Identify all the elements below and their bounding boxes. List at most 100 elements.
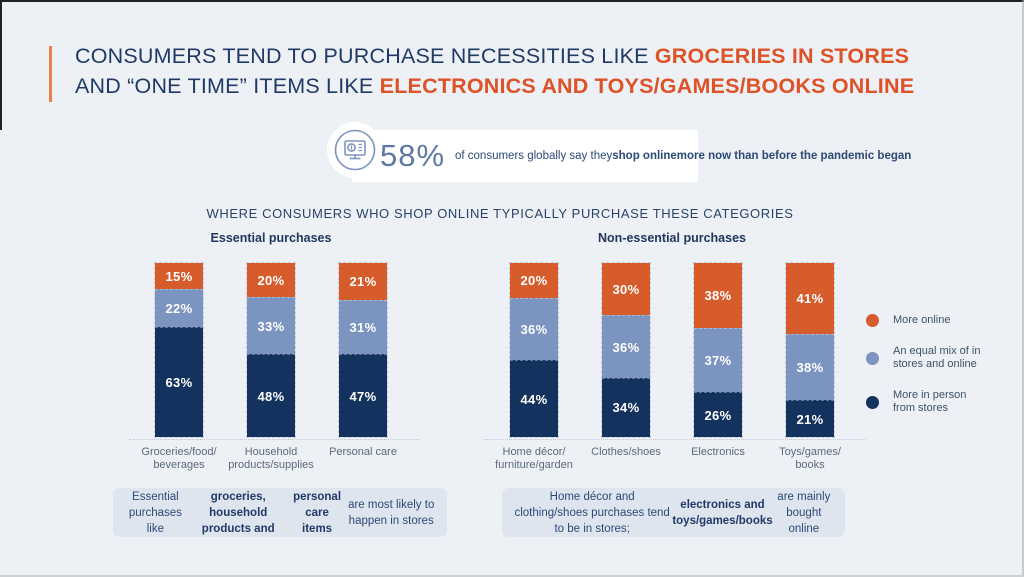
- caption-essential: Essential purchases like groceries, hous…: [113, 488, 447, 537]
- bars-row: 15% 22% 63% 20% 33% 48% 21% 31% 47%: [133, 262, 409, 438]
- chart-essential-purchases: Essential purchases 15% 22% 63% 20% 33% 48% 21…: [129, 231, 419, 472]
- stacked-bar-Household products/supplies: 20% 33% 48%: [246, 262, 296, 438]
- text-segment: more now than before the pandemic began: [676, 149, 912, 162]
- legend-label: An equal mix of in stores and online: [893, 344, 981, 371]
- bar-segment-in_person: 44%: [510, 360, 558, 437]
- text-segment: Essential purchases like: [128, 490, 182, 535]
- stacked-bar-Home décor/furniture/garden: 20% 36% 44%: [509, 262, 559, 438]
- screenshot-edge-left: [0, 0, 2, 130]
- segment-value-label: 63%: [165, 375, 193, 391]
- segment-value-label: 36%: [520, 322, 548, 338]
- bar-segment-more_online: 38%: [694, 263, 742, 329]
- category-label: Clothes/shoes: [591, 446, 661, 458]
- bar-column: 20% 36% 44%: [488, 262, 580, 438]
- segment-value-label: 34%: [612, 400, 640, 416]
- segment-value-label: 37%: [704, 353, 732, 369]
- category-label: Personal care: [329, 446, 397, 458]
- bar-column: 15% 22% 63%: [133, 262, 225, 438]
- segment-value-label: 47%: [349, 388, 377, 404]
- caption-nonessential: Home décor and clothing/shoes purchases …: [502, 488, 845, 537]
- online-shopping-monitor-icon: [327, 122, 383, 178]
- bar-segment-in_person: 21%: [786, 400, 834, 437]
- legend-label: More online: [893, 314, 951, 326]
- text-segment: of consumers globally say they: [455, 149, 613, 162]
- segment-value-label: 36%: [612, 339, 640, 355]
- text-segment: AND “ONE TIME” ITEMS LIKE: [75, 74, 380, 98]
- legend-item-in_person: More in person from stores: [866, 389, 980, 416]
- stat-callout-box: [352, 130, 698, 182]
- category-label: Home décor/furniture/garden: [495, 446, 573, 471]
- chart-baseline: [129, 439, 419, 440]
- text-segment: GROCERIES IN STORES: [654, 44, 910, 68]
- segment-value-label: 20%: [520, 272, 548, 288]
- chart-legend: More online An equal mix of in stores and …: [866, 314, 980, 416]
- stacked-bar-Electronics: 38% 37% 26%: [693, 262, 743, 438]
- category-label: Household products/supplies: [228, 446, 314, 471]
- chart-nonessential-purchases: Non-essential purchases 20% 36% 44% 30% 36% 3…: [484, 231, 866, 472]
- page-title: CONSUMERS TEND TO PURCHASE NECESSITIES L…: [75, 41, 995, 101]
- bar-column: 38% 37% 26%: [672, 262, 764, 438]
- segment-value-label: 21%: [349, 273, 377, 289]
- category-labels-row: Groceries/food/beverages Household product…: [133, 446, 409, 472]
- segment-value-label: 38%: [796, 360, 824, 376]
- legend-dot-in_person: [866, 395, 879, 409]
- bar-segment-more_online: 20%: [510, 263, 558, 298]
- segment-value-label: 15%: [165, 268, 193, 284]
- stat-description: of consumers globally say they shop onli…: [455, 130, 911, 182]
- text-segment: Home décor and clothing/shoes purchases …: [514, 490, 670, 535]
- bar-segment-equal_mix: 22%: [155, 289, 203, 328]
- bar-segment-in_person: 47%: [339, 354, 387, 437]
- category-labels-row: Home décor/furniture/garden Clothes/shoes…: [488, 446, 856, 472]
- bar-segment-more_online: 30%: [602, 263, 650, 316]
- stat-value: 58%: [380, 138, 446, 173]
- bar-segment-equal_mix: 38%: [786, 334, 834, 401]
- text-segment: shop online: [612, 149, 677, 162]
- chart-title-nonessential: Non-essential purchases: [598, 231, 746, 245]
- bar-segment-in_person: 34%: [602, 377, 650, 437]
- chart-plot-area: 15% 22% 63% 20% 33% 48% 21% 31% 47%: [129, 262, 419, 440]
- bar-column: 20% 33% 48%: [225, 262, 317, 438]
- text-segment: CONSUMERS TEND TO PURCHASE NECESSITIES L…: [75, 44, 655, 68]
- segment-value-label: 20%: [257, 272, 285, 288]
- segment-value-label: 44%: [520, 391, 548, 407]
- bar-segment-more_online: 21%: [339, 263, 387, 300]
- bar-segment-more_online: 20%: [247, 263, 295, 298]
- text-segment: personal care items: [293, 490, 342, 535]
- chart-title-essential: Essential purchases: [210, 231, 332, 245]
- segment-value-label: 21%: [796, 411, 824, 427]
- segment-value-label: 26%: [704, 407, 732, 423]
- category-label: Electronics: [691, 446, 745, 458]
- bar-segment-more_online: 15%: [155, 263, 203, 290]
- screenshot-edge-top: [0, 0, 1024, 2]
- text-segment: are mainly bought online: [777, 490, 831, 535]
- segment-value-label: 38%: [704, 288, 732, 304]
- title-accent-bar: [49, 46, 52, 102]
- bars-row: 20% 36% 44% 30% 36% 34% 38% 37% 26% 41% 38% 21%: [488, 262, 856, 438]
- segment-value-label: 22%: [165, 301, 193, 317]
- legend-dot-more_online: [866, 314, 879, 328]
- category-label: Groceries/food/beverages: [141, 446, 217, 471]
- screenshot-edge-bottom: [0, 575, 1024, 577]
- bar-segment-in_person: 48%: [247, 354, 295, 437]
- bar-column: 30% 36% 34%: [580, 262, 672, 438]
- section-heading: WHERE CONSUMERS WHO SHOP ONLINE TYPICALL…: [206, 206, 794, 221]
- bar-column: 21% 31% 47%: [317, 262, 409, 438]
- text-segment: ELECTRONICS AND TOYS/GAMES/BOOKS ONLINE: [379, 74, 915, 98]
- category-label: Toys/games/books: [779, 446, 841, 471]
- chart-baseline: [484, 439, 866, 440]
- segment-value-label: 48%: [257, 388, 285, 404]
- text-segment: electronics and toys/games/books: [672, 498, 773, 527]
- legend-dot-equal_mix: [866, 351, 879, 365]
- bar-segment-equal_mix: 33%: [247, 297, 295, 355]
- text-segment: groceries, household products and: [201, 490, 275, 535]
- segment-value-label: 33%: [257, 318, 285, 334]
- bar-segment-equal_mix: 36%: [510, 297, 558, 361]
- legend-item-equal_mix: An equal mix of in stores and online: [866, 345, 980, 372]
- bar-segment-equal_mix: 37%: [694, 328, 742, 393]
- bar-segment-equal_mix: 36%: [602, 315, 650, 378]
- segment-value-label: 41%: [796, 291, 824, 307]
- chart-plot-area: 20% 36% 44% 30% 36% 34% 38% 37% 26% 41% 38% 21%: [484, 262, 866, 440]
- legend-label: More in person from stores: [893, 388, 967, 415]
- bar-column: 41% 38% 21%: [764, 262, 856, 438]
